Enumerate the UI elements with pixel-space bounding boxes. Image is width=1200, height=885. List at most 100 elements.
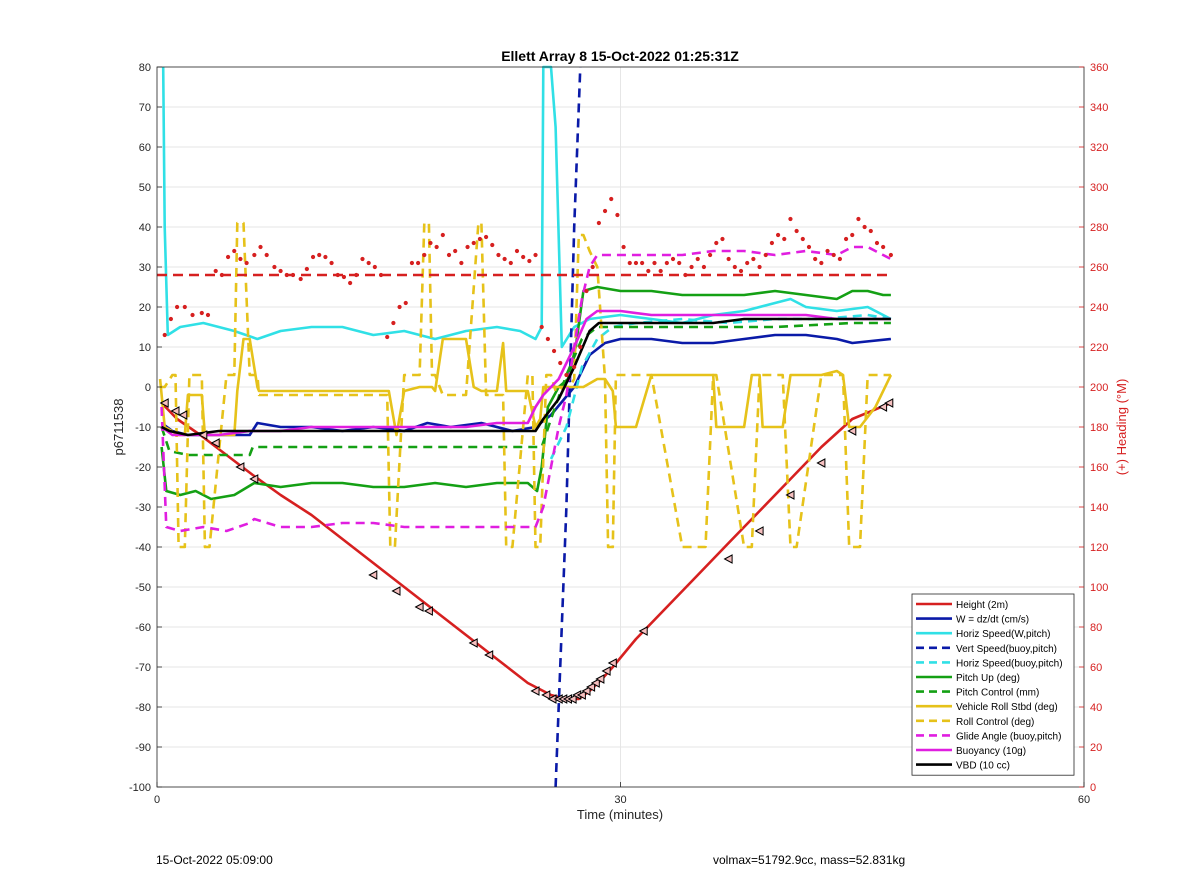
heading-point: [284, 272, 289, 278]
height-marker: [590, 678, 600, 688]
heading-point: [219, 272, 224, 278]
heading-point: [483, 234, 489, 240]
heading-point: [366, 260, 371, 266]
heading-point: [323, 254, 328, 260]
heading-point: [819, 260, 824, 266]
x-tick-label: 30: [614, 794, 626, 806]
y-tick-label: 50: [139, 182, 151, 194]
heading-point: [751, 256, 756, 262]
heading-point: [881, 244, 886, 250]
heading-point: [190, 312, 195, 318]
height-marker: [816, 458, 826, 468]
heading-point: [850, 232, 855, 238]
y2-tick-label: 0: [1090, 782, 1096, 794]
y2-axis-label: (+) Heading (°M): [1114, 379, 1129, 476]
height-marker: [198, 430, 208, 440]
heading-point: [391, 320, 396, 326]
height-marker: [178, 410, 188, 420]
y2-tick-label: 360: [1090, 62, 1108, 74]
y-tick-label: -10: [135, 422, 151, 434]
height-marker: [530, 686, 540, 696]
heading-point: [278, 268, 283, 274]
heading-point: [508, 260, 513, 266]
heading-point: [341, 274, 347, 280]
heading-point: [658, 268, 663, 274]
heading-point: [843, 236, 849, 242]
heading-point: [264, 252, 269, 258]
heading-point: [422, 252, 427, 258]
height-marker: [414, 602, 424, 612]
footer-timestamp: 15-Oct-2022 05:09:00: [156, 853, 273, 867]
heading-point: [769, 240, 775, 246]
right-axis-ticks: 0 20 40 60 80 100 120 140 160 180 200 220 240 260 280 3…: [1079, 62, 1108, 794]
heading-point: [738, 268, 744, 274]
heading-point: [317, 252, 322, 258]
heading-point: [874, 240, 880, 246]
heading-point: [213, 268, 218, 274]
heading-point: [646, 268, 651, 274]
y2-tick-label: 200: [1090, 382, 1108, 394]
heading-point: [602, 208, 608, 214]
heading-layer: [157, 196, 893, 378]
heading-point: [596, 220, 601, 226]
height-marker: [595, 674, 605, 684]
y2-tick-label: 280: [1090, 222, 1108, 234]
y2-tick-label: 260: [1090, 262, 1108, 274]
heading-point: [459, 260, 464, 266]
heading-point: [205, 312, 211, 318]
heading-point: [584, 288, 589, 294]
heading-point: [837, 256, 842, 262]
heading-point: [502, 256, 507, 262]
height-marker: [423, 606, 433, 616]
heading-point: [490, 242, 495, 248]
heading-point: [310, 254, 316, 260]
legend-label-roll-control-deg: Roll Control (deg): [956, 717, 1034, 728]
legend: Height (2m) W = dz/dt (cm/s) Horiz Speed(W…: [911, 593, 1075, 776]
height-marker: [884, 398, 894, 408]
y-tick-label: -80: [135, 702, 151, 714]
y-axis-label: p6711538: [111, 399, 126, 456]
heading-point: [551, 348, 557, 354]
heading-point: [726, 256, 731, 262]
heading-point: [168, 316, 174, 322]
y2-tick-label: 100: [1090, 582, 1108, 594]
heading-point: [745, 260, 750, 266]
heading-point: [627, 260, 632, 266]
heading-point: [782, 236, 787, 242]
height-marker: [368, 570, 378, 580]
heading-point: [714, 240, 719, 246]
heading-point: [514, 248, 520, 254]
heading-point: [609, 196, 614, 202]
heading-point: [252, 252, 257, 258]
heading-point: [453, 248, 458, 254]
y-tick-label: -60: [135, 622, 151, 634]
heading-point: [182, 304, 187, 310]
legend-label-pitch-control-mm: Pitch Control (mm): [956, 688, 1039, 699]
y-tick-label: 60: [139, 142, 151, 154]
heading-point: [539, 324, 544, 330]
x-axis-ticks: 0 30 60: [154, 782, 1090, 806]
y2-tick-label: 80: [1090, 622, 1102, 634]
height-marker: [754, 526, 764, 536]
heading-point: [496, 252, 501, 258]
heading-point: [701, 264, 707, 270]
y-tick-label: -50: [135, 582, 151, 594]
left-axis-ticks: -100-90-80-70-60-50-40-30-20-10010203040…: [129, 62, 162, 794]
heading-point: [806, 244, 812, 250]
series-vehicle-roll-stbd-deg: [158, 337, 893, 437]
heading-point: [446, 252, 452, 258]
y-tick-label: 10: [139, 342, 151, 354]
y2-tick-label: 300: [1090, 182, 1108, 194]
height-marker: [391, 586, 401, 596]
heading-point: [856, 216, 861, 222]
height-marker: [468, 638, 478, 648]
heading-point: [244, 260, 249, 266]
heading-point: [763, 252, 768, 258]
footer-summary: volmax=51792.9cc, mass=52.831kg: [713, 853, 906, 867]
series-layer: [158, 65, 893, 788]
y-tick-label: 80: [139, 62, 151, 74]
legend-label-horiz-speed-w-pitch: Horiz Speed(W,pitch): [956, 629, 1050, 640]
heading-point: [825, 248, 830, 254]
legend-label-height-2m: Height (2m): [956, 600, 1008, 611]
